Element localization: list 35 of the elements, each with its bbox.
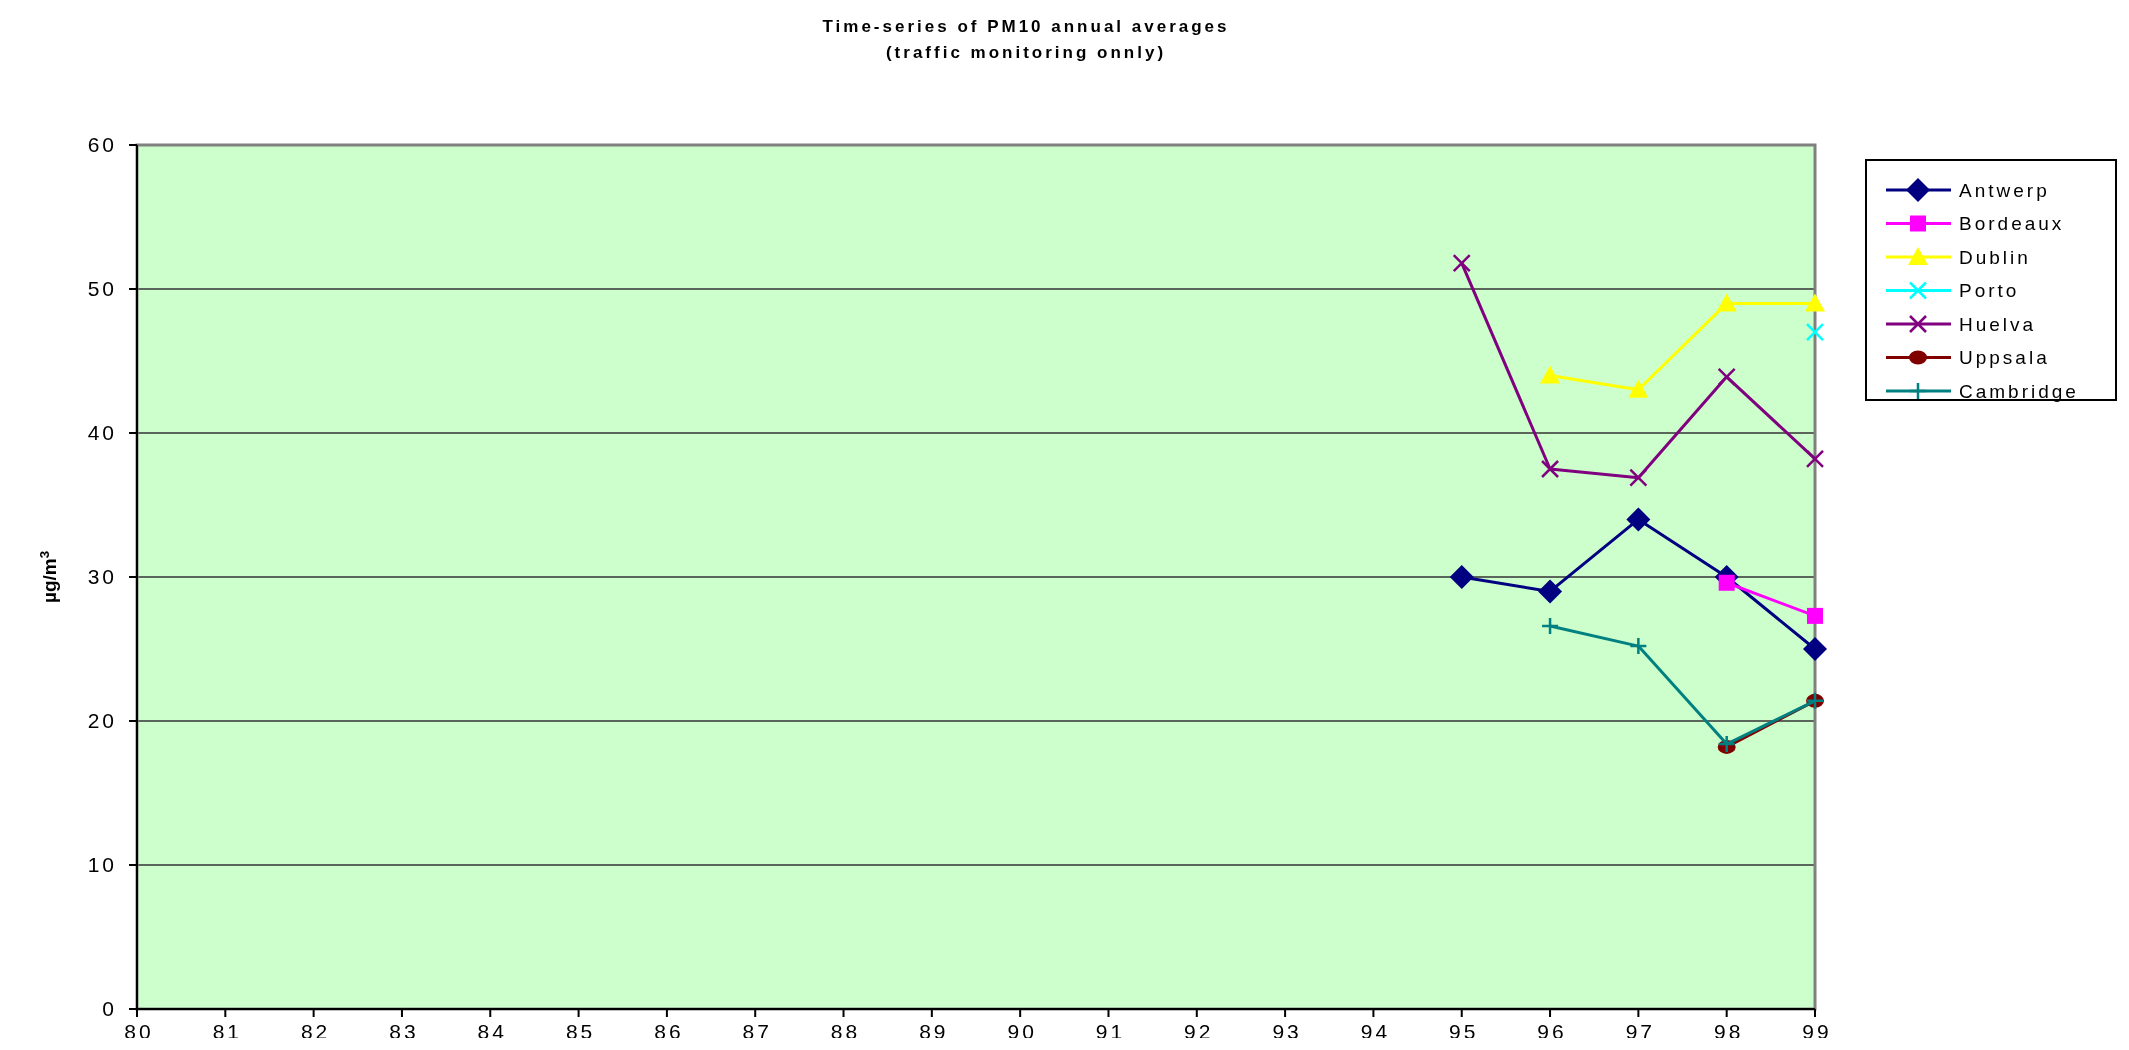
point <box>1452 253 1471 273</box>
point <box>1807 607 1823 624</box>
y-tick-label: 30 <box>87 565 117 589</box>
y-tick-label: 40 <box>87 421 117 445</box>
chart-subtitle: (traffic monitoring onnly) <box>885 43 1167 62</box>
point <box>1629 468 1648 487</box>
point <box>1628 379 1649 398</box>
point <box>1449 565 1474 589</box>
chart-title: Time-series of PM10 annual averages <box>822 17 1230 36</box>
point <box>1717 734 1736 754</box>
legend-label: Cambridge <box>1959 380 2079 402</box>
legend-label: Porto <box>1959 280 2020 302</box>
point <box>1716 293 1737 312</box>
y-tick-label: 20 <box>87 709 117 733</box>
point <box>1540 365 1561 384</box>
point <box>1805 293 1825 312</box>
point <box>1538 579 1563 604</box>
legend-label: Antwerp <box>1959 179 2050 201</box>
legend-label: Dublin <box>1959 246 2031 268</box>
point <box>1805 449 1825 469</box>
point <box>1540 616 1560 636</box>
point <box>1540 459 1560 479</box>
legend-label: Uppsala <box>1959 347 2050 369</box>
y-tick-label: 60 <box>87 133 117 157</box>
y-tick-label: 10 <box>87 853 117 877</box>
point <box>1626 507 1651 532</box>
point <box>1629 636 1648 656</box>
legend-label: Bordeaux <box>1959 213 2065 235</box>
y-tick-label: 50 <box>87 277 117 301</box>
point <box>1805 322 1825 342</box>
point <box>1717 367 1736 387</box>
y-tick-label: 0 <box>102 997 117 1021</box>
point <box>1718 574 1735 591</box>
legend-label: Huelva <box>1959 313 2037 335</box>
point <box>1803 637 1827 661</box>
